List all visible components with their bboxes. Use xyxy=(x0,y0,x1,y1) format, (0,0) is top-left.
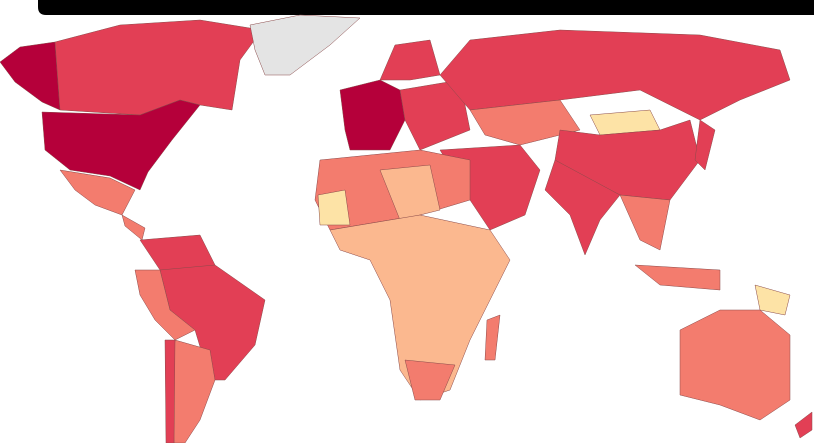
scandinavia xyxy=(379,39,441,81)
chile xyxy=(164,339,176,443)
indonesia xyxy=(634,264,721,291)
papua-new-guinea xyxy=(754,284,791,316)
top-bar xyxy=(38,0,814,15)
new-zealand xyxy=(794,411,813,439)
sahel xyxy=(379,164,441,221)
sub-saharan-africa xyxy=(329,214,511,401)
usa xyxy=(41,99,201,191)
madagascar xyxy=(484,314,501,361)
canada xyxy=(54,19,263,116)
japan xyxy=(694,119,716,171)
southeast-asia xyxy=(619,194,671,251)
kazakhstan xyxy=(469,99,581,146)
australia xyxy=(679,309,791,421)
western-europe xyxy=(339,79,406,151)
greenland xyxy=(249,14,361,76)
peru-bolivia xyxy=(134,269,196,341)
mauritania xyxy=(317,189,351,226)
south-africa xyxy=(404,359,456,401)
